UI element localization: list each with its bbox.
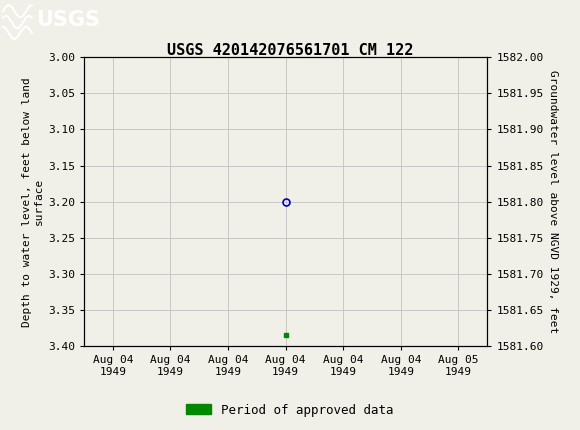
Y-axis label: Depth to water level, feet below land
surface: Depth to water level, feet below land su… bbox=[22, 77, 44, 326]
Y-axis label: Groundwater level above NGVD 1929, feet: Groundwater level above NGVD 1929, feet bbox=[548, 70, 557, 333]
Text: USGS: USGS bbox=[36, 10, 100, 30]
Text: USGS 420142076561701 CM 122: USGS 420142076561701 CM 122 bbox=[167, 43, 413, 58]
Legend: Period of approved data: Period of approved data bbox=[181, 399, 399, 421]
